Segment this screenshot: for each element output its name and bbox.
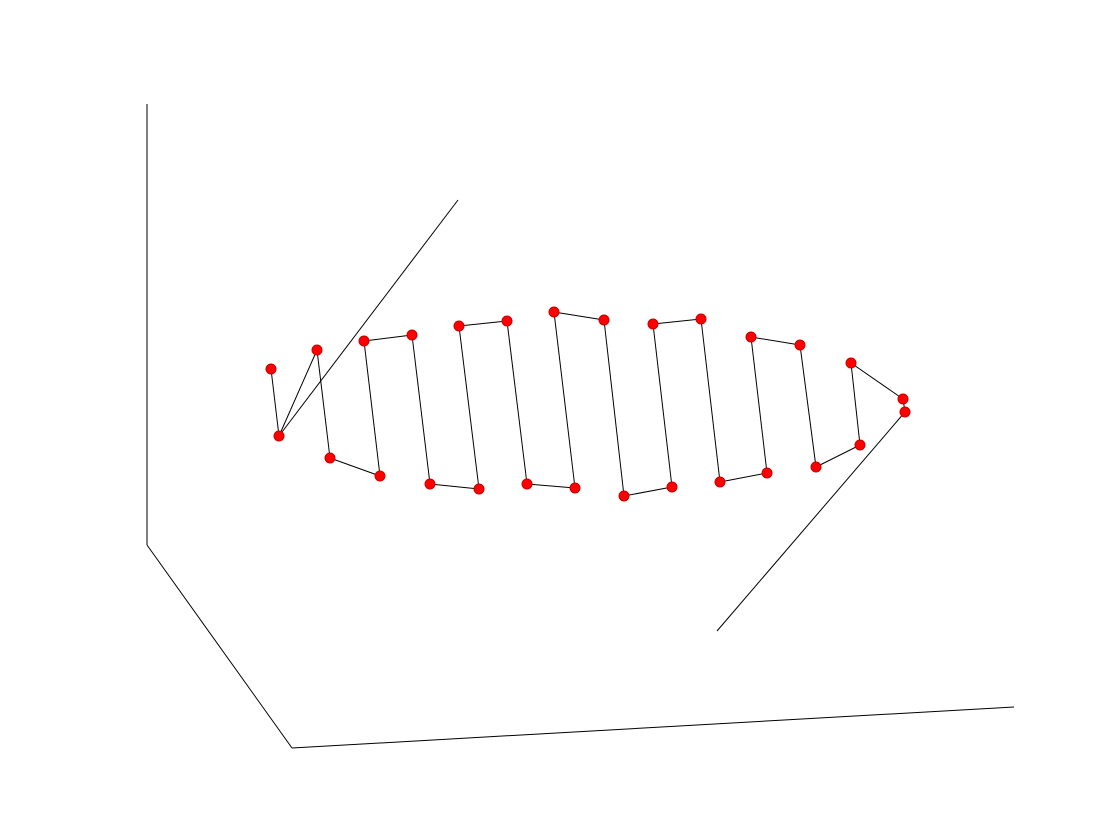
path-tails [278,199,906,632]
path-segment [652,323,673,488]
data-point [374,470,386,482]
path-segment [553,311,576,489]
data-point [265,363,277,375]
path-segment [411,334,431,485]
path-segment [553,311,605,321]
path-segment [850,362,904,400]
data-point [453,320,465,332]
data-point [501,315,513,327]
path-segment [363,334,413,342]
data-point [714,476,726,488]
path-segment [429,483,480,490]
path-segment [458,320,508,327]
path-segment [329,457,381,477]
data-point [569,482,581,494]
data-point [647,318,659,330]
path-segment [278,349,318,437]
data-point [666,481,678,493]
data-point [598,314,610,326]
path-segment [750,336,768,474]
data-point [618,490,630,502]
path-segment [719,472,768,483]
path-segment [526,483,576,489]
data-point [745,331,757,343]
path-segment [815,444,861,468]
path-segment [363,340,381,477]
data-point [845,357,857,369]
path-segment [750,336,801,346]
data-point [473,483,485,495]
data-point [548,306,560,318]
path-segment [270,368,280,437]
data-point [406,329,418,341]
path-segment [850,362,861,446]
axes-3d [146,104,1015,749]
x-axis-line [291,706,1015,749]
data-point [521,478,533,490]
path-segment [316,349,331,459]
data-point [358,335,370,347]
path-segment [458,325,480,490]
data-point [899,406,911,418]
path-segment [799,344,817,468]
data-point [695,313,707,325]
path-segment [700,318,721,483]
data-point [810,461,822,473]
data-point [311,344,323,356]
tail-segment-end [716,411,906,632]
data-markers [265,306,911,502]
data-point [854,439,866,451]
zigzag-path [270,311,906,497]
data-point [424,478,436,490]
path-segment [623,486,673,497]
path-segment [652,318,702,325]
path-segment [506,320,528,485]
y-axis-line [146,544,293,749]
data-point [794,339,806,351]
path-segment [603,319,625,497]
data-point [324,452,336,464]
data-point [273,430,285,442]
tail-segment-start [278,199,459,437]
data-point [897,393,909,405]
data-point [761,467,773,479]
